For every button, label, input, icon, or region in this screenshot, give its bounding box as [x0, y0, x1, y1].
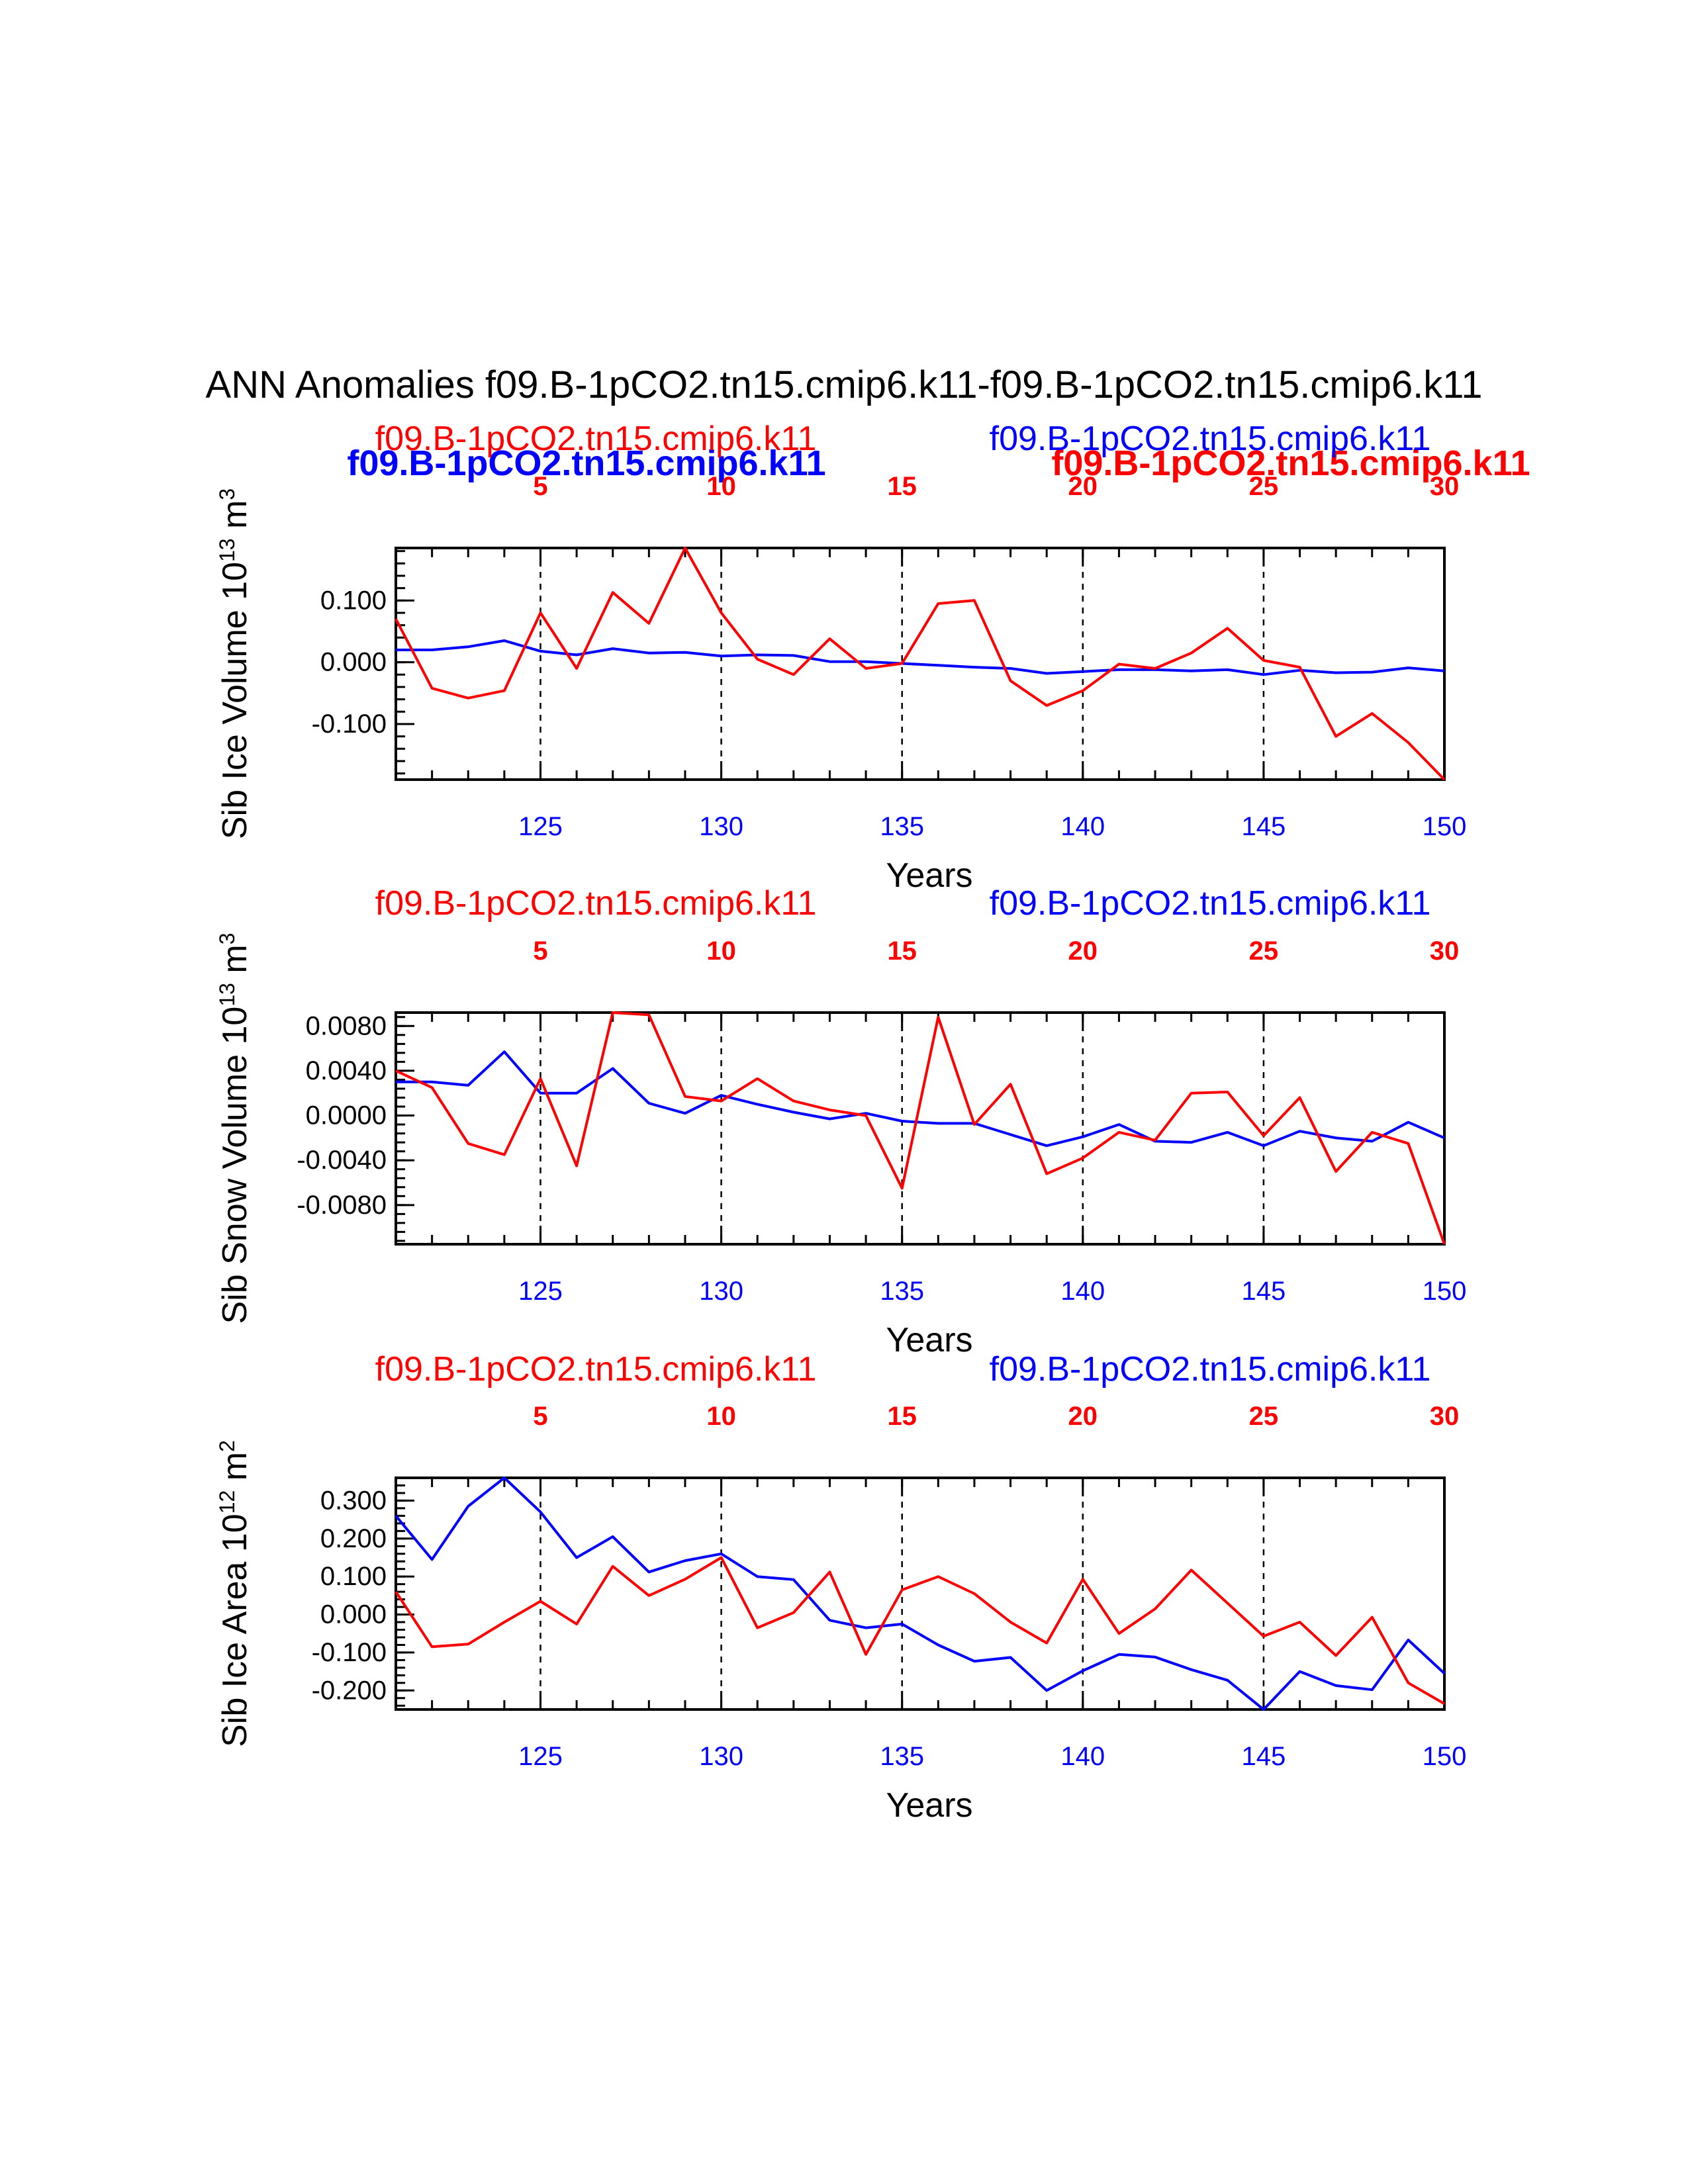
run-label-right: f09.B-1pCO2.tn15.cmip6.k11: [990, 884, 1431, 923]
y-tick-label: 0.000: [320, 648, 387, 677]
x-tick-label-top: 30: [1430, 1402, 1460, 1431]
series-line-blue: [395, 1477, 1446, 1711]
run-label-left: f09.B-1pCO2.tn15.cmip6.k11: [375, 884, 817, 923]
x-tick-label-top: 15: [887, 1402, 917, 1431]
x-tick-label-bottom: 145: [1242, 1742, 1286, 1771]
x-tick-label-bottom: 135: [880, 812, 924, 841]
x-axis-label: Years: [886, 856, 972, 895]
y-tick-label: -0.0080: [297, 1191, 387, 1220]
plot-frame: [395, 1011, 1446, 1246]
x-tick-label-top: 15: [887, 936, 917, 966]
y-tick-label: 0.0040: [306, 1056, 387, 1085]
x-tick-label-bottom: 150: [1423, 812, 1467, 841]
y-tick-label: 0.100: [320, 1562, 387, 1591]
x-tick-label-bottom: 135: [880, 1277, 924, 1306]
x-tick-label-bottom: 130: [699, 812, 743, 841]
x-tick-label-bottom: 140: [1060, 812, 1105, 841]
y-tick-label: 0.100: [320, 586, 387, 615]
x-tick-label-bottom: 140: [1060, 1277, 1105, 1306]
y-axis-label: Sib Snow Volume 1013 m3: [215, 933, 254, 1324]
x-tick-label-bottom: 125: [518, 1742, 563, 1771]
x-tick-label-top: 30: [1430, 936, 1460, 966]
x-tick-label-bottom: 145: [1242, 812, 1286, 841]
x-tick-label-top: 10: [706, 472, 736, 501]
x-tick-label-top: 5: [533, 472, 547, 501]
x-tick-label-bottom: 150: [1423, 1742, 1467, 1771]
y-axis-label: Sib Ice Area 1012 m2: [215, 1440, 254, 1747]
y-tick-label: 0.0080: [306, 1011, 387, 1040]
legend-label-bold-blue: f09.B-1pCO2.tn15.cmip6.k11: [347, 443, 825, 483]
y-tick-label: 0.0000: [306, 1101, 387, 1130]
x-tick-label-bottom: 140: [1060, 1742, 1105, 1771]
run-label-right: f09.B-1pCO2.tn15.cmip6.k11: [990, 1350, 1431, 1388]
x-tick-label-top: 10: [706, 1402, 736, 1431]
x-tick-label-top: 5: [533, 1402, 547, 1431]
series-line-blue: [396, 639, 1445, 676]
x-tick-label-top: 10: [706, 936, 736, 966]
x-axis-label: Years: [886, 1786, 972, 1825]
x-tick-label-top: 30: [1430, 472, 1460, 501]
x-tick-label-bottom: 125: [518, 812, 563, 841]
x-tick-label-top: 15: [887, 472, 917, 501]
x-tick-label-top: 25: [1249, 936, 1279, 966]
y-tick-label: 0.300: [320, 1486, 387, 1515]
y-tick-label: -0.200: [312, 1676, 387, 1705]
x-axis-label: Years: [886, 1321, 972, 1359]
plot-frame: [395, 1477, 1446, 1711]
series-line-red: [395, 547, 1446, 781]
y-tick-label: 0.200: [320, 1524, 387, 1553]
figure-title: ANN Anomalies f09.B-1pCO2.tn15.cmip6.k11…: [205, 363, 1483, 406]
series-line-red: [395, 1556, 1446, 1706]
x-tick-label-bottom: 130: [699, 1742, 743, 1771]
x-tick-label-top: 20: [1068, 1402, 1098, 1431]
x-tick-label-bottom: 130: [699, 1277, 743, 1306]
x-tick-label-bottom: 150: [1423, 1277, 1467, 1306]
x-tick-label-top: 20: [1068, 472, 1098, 501]
series-line-blue: [396, 1050, 1445, 1148]
x-tick-label-top: 5: [533, 936, 547, 966]
plot-frame: [395, 547, 1446, 781]
y-tick-label: -0.100: [312, 1638, 387, 1667]
x-tick-label-bottom: 145: [1242, 1277, 1286, 1306]
x-tick-label-top: 20: [1068, 936, 1098, 966]
run-label-left: f09.B-1pCO2.tn15.cmip6.k11: [375, 1350, 817, 1388]
x-tick-label-bottom: 125: [518, 1277, 563, 1306]
x-tick-label-top: 25: [1249, 472, 1279, 501]
series-line-red: [395, 1011, 1446, 1245]
run-label-right: f09.B-1pCO2.tn15.cmip6.k11: [990, 420, 1431, 458]
legend-label-bold-red: f09.B-1pCO2.tn15.cmip6.k11: [1051, 443, 1530, 483]
y-tick-label: -0.100: [312, 709, 387, 739]
y-axis-label: Sib Ice Volume 1013 m3: [215, 488, 254, 839]
x-tick-label-top: 25: [1249, 1402, 1279, 1431]
y-tick-label: 0.000: [320, 1600, 387, 1629]
x-tick-label-bottom: 135: [880, 1742, 924, 1771]
y-tick-label: -0.0040: [297, 1146, 387, 1175]
run-label-left: f09.B-1pCO2.tn15.cmip6.k11: [375, 420, 817, 458]
